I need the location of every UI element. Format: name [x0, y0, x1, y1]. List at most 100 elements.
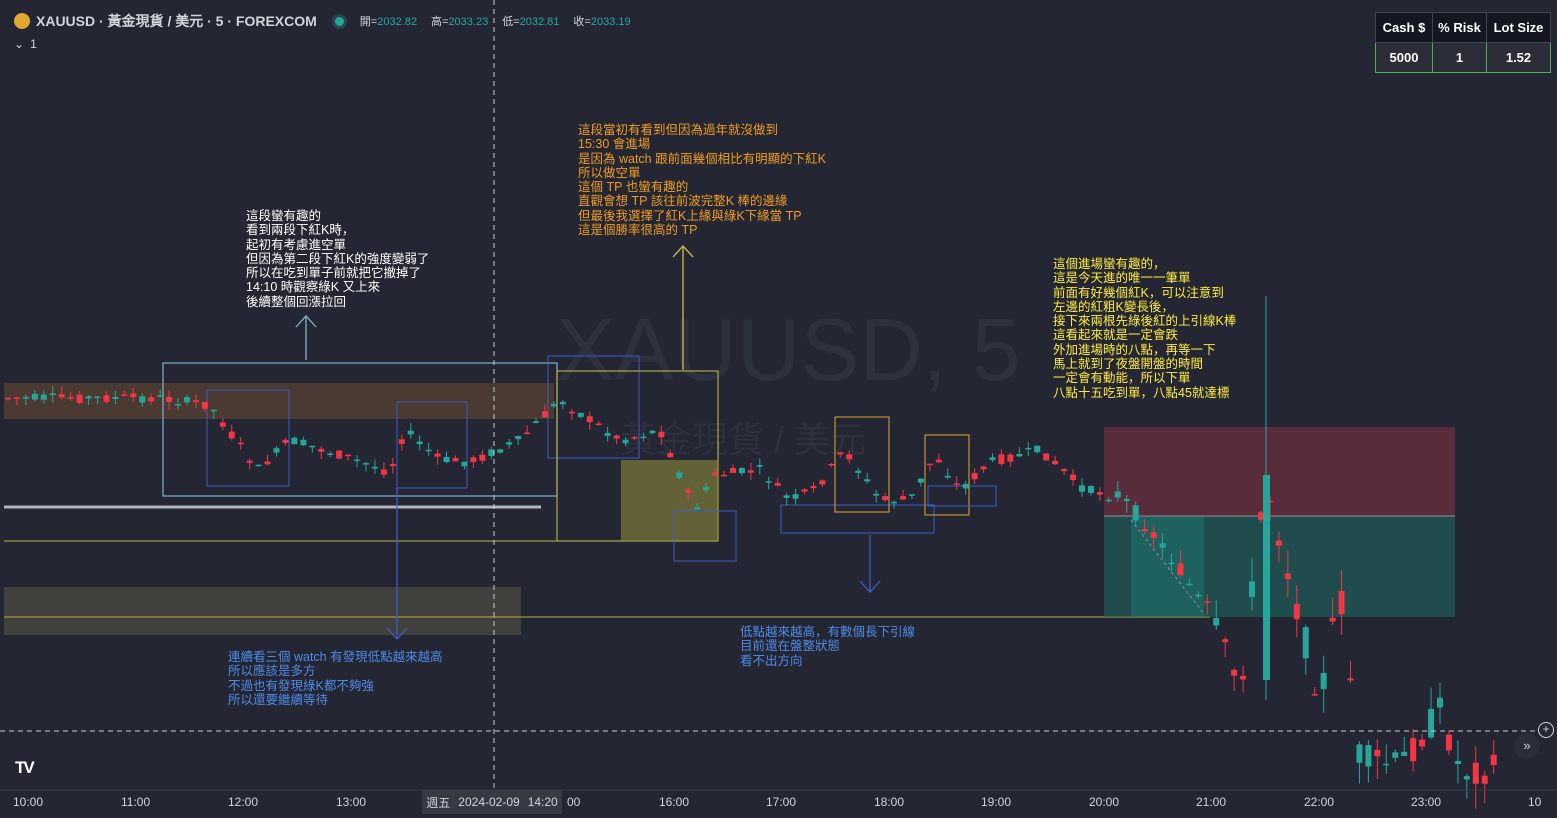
note-right-yellow[interactable]: 這個進場蠻有趣的， 這是今天進的唯一一筆單 前面有好幾個紅K，可以注意到 左邊的…	[1053, 257, 1237, 400]
ohlc-open: 開=2032.82	[359, 16, 417, 28]
candlestick-series[interactable]	[5, 296, 1497, 809]
candle-body	[1141, 529, 1148, 532]
candle-body	[1168, 562, 1175, 565]
chevron-down-icon[interactable]: ⌄	[14, 37, 25, 51]
candle-body	[604, 432, 611, 436]
candle-body	[300, 439, 307, 446]
candle-body	[228, 431, 235, 439]
candle-body	[210, 409, 217, 412]
candle-body	[1195, 594, 1202, 597]
candle-body	[336, 450, 343, 459]
candle-body	[550, 403, 557, 407]
orange-box-1[interactable]	[834, 416, 890, 513]
symbol-header[interactable]: XAUUSD · 黃金現貨 / 美元 · 5 · FOREXCOM 開=2032…	[14, 11, 639, 31]
candle-body	[971, 473, 978, 480]
risk-value-lot: 1.52	[1486, 42, 1551, 73]
candle-body	[175, 404, 182, 406]
candle-body	[1472, 762, 1479, 784]
candle-body	[1374, 750, 1381, 757]
entry-box[interactable]	[673, 510, 737, 562]
candle-body	[58, 394, 65, 398]
orange-box-2[interactable]	[924, 434, 970, 516]
candle-body	[416, 441, 423, 445]
candle-body	[470, 457, 477, 463]
indicators-toggle[interactable]: ⌄ 1	[14, 37, 37, 51]
candle-body	[5, 397, 11, 400]
candle-body	[479, 454, 486, 461]
candle-body	[1204, 601, 1211, 603]
candle-body	[354, 459, 361, 462]
candle-body	[1240, 675, 1247, 680]
watch-box-2[interactable]	[396, 401, 468, 489]
arrow-down-blue-left[interactable]	[386, 488, 408, 640]
range-low-box[interactable]	[780, 504, 935, 534]
candle-body	[166, 396, 173, 402]
support-zone[interactable]	[4, 587, 521, 635]
candle-body	[586, 416, 593, 423]
candle-body	[85, 396, 92, 399]
candle-body	[1016, 453, 1023, 457]
candle-body	[998, 454, 1005, 465]
watch-range-box[interactable]	[162, 362, 558, 497]
time-label: 21:00	[1196, 795, 1227, 809]
risk-header-percent: % Risk	[1432, 12, 1487, 43]
note-bottom-mid-blue[interactable]: 低點越來越高，有數個長下引線 目前還在盤整狀態 看不出方向	[740, 625, 916, 668]
candle-body	[649, 430, 656, 434]
candle-body	[461, 461, 468, 467]
candle-body	[783, 495, 790, 498]
candle-body	[962, 483, 969, 489]
candle-body	[1428, 708, 1435, 738]
candle-body	[363, 463, 369, 465]
resistance-zone[interactable]	[4, 383, 554, 419]
candle-body	[1087, 485, 1094, 493]
candle-body	[595, 423, 602, 426]
arrow-up-yellow[interactable]	[672, 245, 694, 370]
candle-body	[747, 470, 754, 473]
double-chevron-right-icon[interactable]: »	[1514, 733, 1540, 759]
candle-body	[676, 472, 683, 478]
small-blue-box[interactable]	[927, 485, 997, 507]
candle-body	[291, 437, 298, 445]
candle-body	[524, 432, 531, 434]
candle-body	[568, 411, 575, 414]
candle-body	[76, 394, 83, 403]
candle-body	[49, 393, 56, 396]
candle-body	[819, 480, 826, 485]
candle-body	[246, 460, 253, 463]
stop-loss-zone[interactable]	[1104, 427, 1455, 516]
candle-body	[371, 466, 378, 469]
candle-body	[1150, 532, 1157, 539]
symbol-title[interactable]: XAUUSD · 黃金現貨 / 美元 · 5 · FOREXCOM	[36, 13, 317, 29]
candle-body	[157, 395, 164, 397]
candle-body	[1177, 563, 1184, 576]
time-label: 00	[567, 795, 581, 809]
risk-header-cash: Cash $	[1375, 12, 1433, 43]
candle-body	[721, 474, 727, 477]
candle-body	[112, 397, 119, 400]
candle-body	[515, 436, 522, 440]
candle-body	[765, 481, 772, 483]
note-left-white[interactable]: 這段蠻有趣的 看到兩段下紅K時， 起初有考慮進空單 但因為第二段下紅K的強度變弱…	[246, 209, 430, 309]
note-bottom-left-blue[interactable]: 連續看三個 watch 有發現低點越來越高 所以應該是多方 不過也有發現綠K都不…	[228, 650, 443, 707]
candle-body	[729, 468, 736, 473]
tp-fill[interactable]	[621, 460, 718, 541]
indicator-count: 1	[30, 37, 37, 51]
take-profit-zone[interactable]	[1104, 516, 1455, 617]
time-label: 16:00	[659, 795, 690, 809]
watch-box-3[interactable]	[547, 355, 640, 459]
watch-box-1[interactable]	[206, 389, 290, 487]
tradingview-logo-icon[interactable]: TV	[15, 758, 35, 777]
plus-circle-icon[interactable]: +	[1538, 722, 1554, 738]
candle-body	[613, 435, 620, 439]
candle-body	[1132, 505, 1139, 521]
candle-body	[1463, 776, 1470, 780]
arrow-up-white[interactable]	[295, 315, 317, 360]
candle-body	[1186, 583, 1193, 586]
candle-body	[828, 463, 835, 466]
candle-body	[944, 475, 951, 478]
candle-body	[667, 453, 674, 458]
arrow-down-blue-mid[interactable]	[859, 535, 881, 593]
note-top-orange[interactable]: 這段當初有看到但因為過年就沒做到 15:30 會進場 是因為 watch 跟前面…	[578, 123, 826, 238]
